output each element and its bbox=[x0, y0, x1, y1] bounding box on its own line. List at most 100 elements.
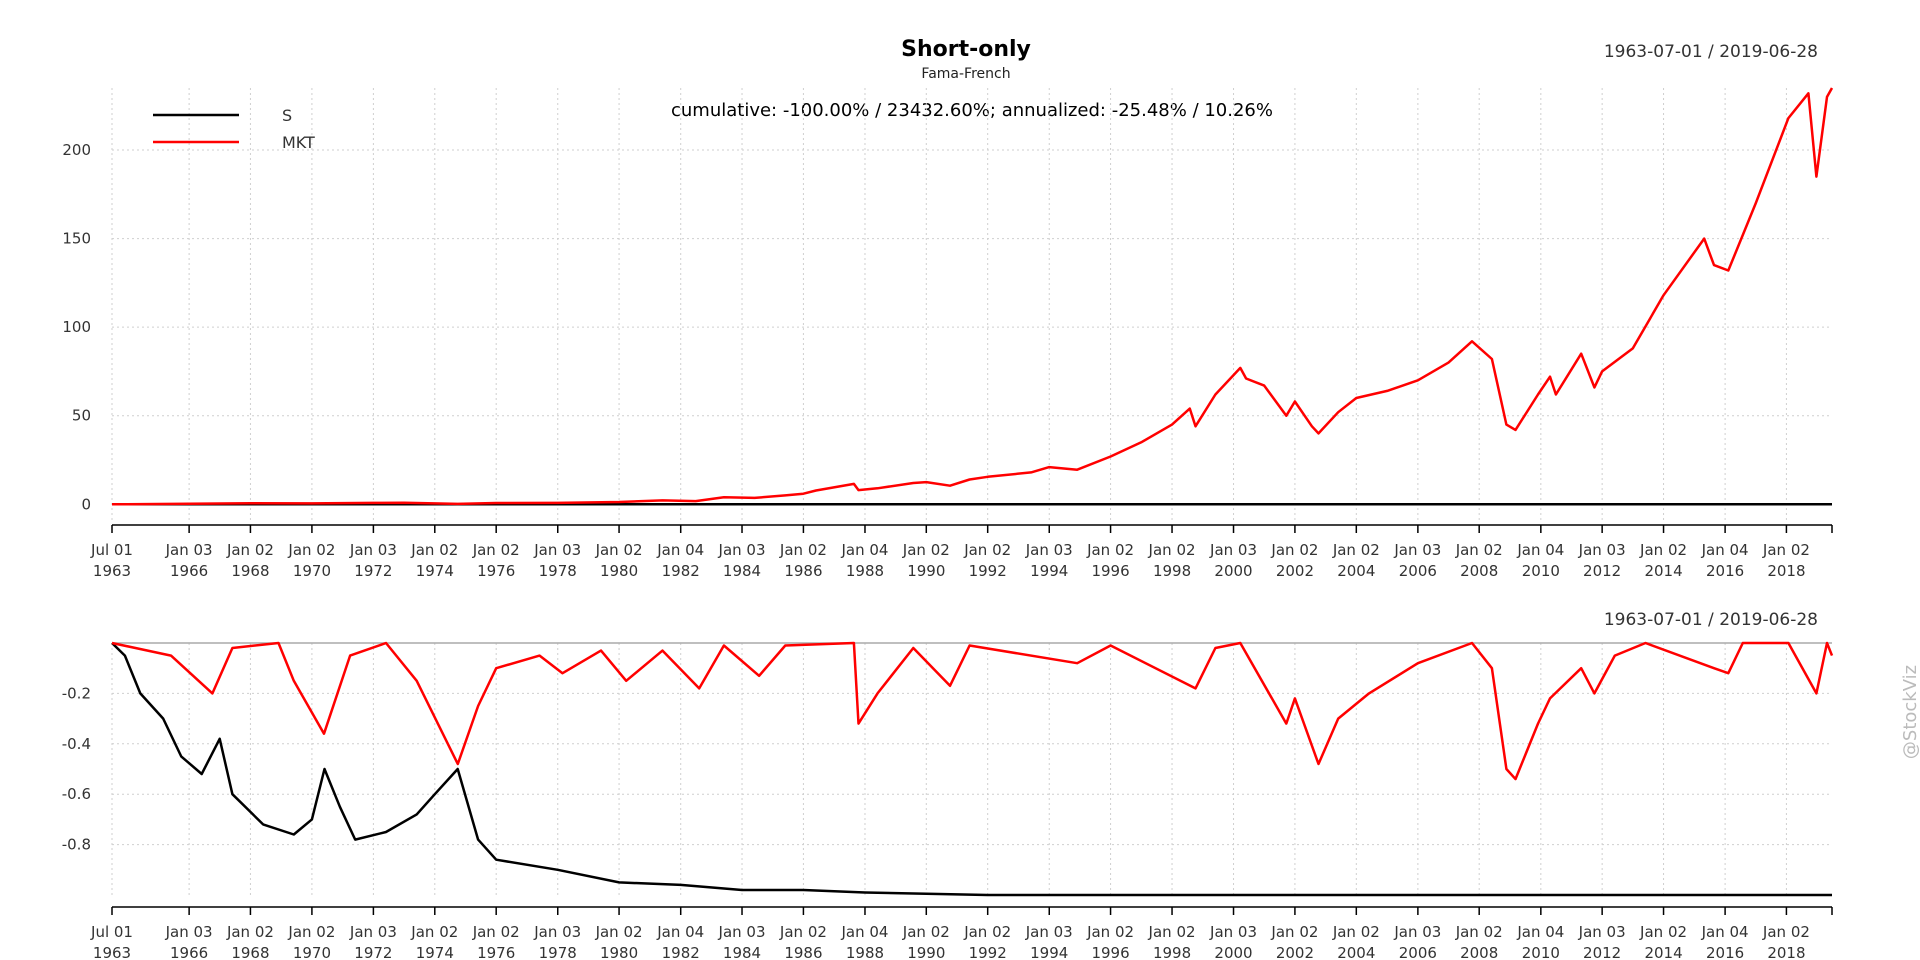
x-tick-label: Jan 04 bbox=[656, 541, 704, 559]
x-tick-year: 1986 bbox=[784, 562, 822, 580]
bottom-gridlines bbox=[111, 643, 1832, 895]
legend-label-mkt: MKT bbox=[282, 133, 315, 152]
x-tick-label: Jan 02 bbox=[1086, 923, 1134, 941]
x-tick-label: Jan 02 bbox=[1148, 923, 1196, 941]
x-tick-label: Jan 04 bbox=[840, 923, 888, 941]
x-tick-label: Jan 02 bbox=[1639, 541, 1687, 559]
y-tick-label: -0.6 bbox=[62, 785, 91, 803]
y-tick-label: -0.8 bbox=[62, 836, 91, 854]
x-tick-label: Jan 02 bbox=[1455, 923, 1503, 941]
x-tick-year: 2004 bbox=[1337, 562, 1375, 580]
y-tick-label: 150 bbox=[62, 230, 91, 248]
x-tick-year: 1990 bbox=[907, 944, 945, 960]
x-tick-year: 1963 bbox=[93, 562, 131, 580]
x-tick-year: 2010 bbox=[1522, 562, 1560, 580]
x-tick-label: Jan 02 bbox=[902, 923, 950, 941]
x-tick-label: Jan 02 bbox=[1762, 923, 1810, 941]
x-tick-label: Jan 02 bbox=[963, 923, 1011, 941]
y-tick-label: 200 bbox=[62, 141, 91, 159]
x-tick-year: 1974 bbox=[416, 562, 454, 580]
x-tick-label: Jan 02 bbox=[410, 541, 458, 559]
x-tick-label: Jan 03 bbox=[165, 541, 213, 559]
x-tick-label: Jan 04 bbox=[1516, 923, 1564, 941]
x-tick-year: 2006 bbox=[1399, 944, 1437, 960]
x-tick-year: 1982 bbox=[662, 944, 700, 960]
bottom-y-axis: -0.2 -0.4 -0.6 -0.8 bbox=[62, 684, 91, 853]
top-gridlines bbox=[111, 88, 1832, 522]
x-tick-year: 1994 bbox=[1030, 944, 1068, 960]
x-tick-year: 1972 bbox=[354, 944, 392, 960]
x-tick-label: Jul 01 bbox=[90, 923, 133, 941]
x-tick-label: Jan 04 bbox=[1701, 923, 1749, 941]
x-tick-year: 2004 bbox=[1337, 944, 1375, 960]
x-tick-year: 1980 bbox=[600, 944, 638, 960]
x-tick-year: 2012 bbox=[1583, 562, 1621, 580]
x-tick-label: Jan 02 bbox=[287, 923, 335, 941]
x-tick-label: Jan 02 bbox=[1762, 541, 1810, 559]
x-tick-label: Jan 02 bbox=[1639, 923, 1687, 941]
x-tick-label: Jan 02 bbox=[902, 541, 950, 559]
x-tick-label: Jan 03 bbox=[1025, 541, 1073, 559]
x-tick-label: Jan 02 bbox=[595, 541, 643, 559]
legend-label-s: S bbox=[282, 106, 292, 125]
y-tick-label: -0.2 bbox=[62, 684, 91, 702]
series-line-mkt bbox=[111, 87, 1834, 506]
x-tick-label: Jul 01 bbox=[90, 541, 133, 559]
x-tick-year: 1998 bbox=[1153, 562, 1191, 580]
x-tick-year: 1986 bbox=[784, 944, 822, 960]
x-tick-label: Jan 02 bbox=[1332, 541, 1380, 559]
x-tick-label: Jan 02 bbox=[1270, 923, 1318, 941]
x-tick-year: 2018 bbox=[1767, 562, 1805, 580]
x-tick-year: 1976 bbox=[477, 944, 515, 960]
x-tick-year: 2008 bbox=[1460, 944, 1498, 960]
x-tick-label: Jan 03 bbox=[533, 923, 581, 941]
x-tick-label: Jan 03 bbox=[718, 923, 766, 941]
x-tick-label: Jan 04 bbox=[656, 923, 704, 941]
x-tick-label: Jan 03 bbox=[1025, 923, 1073, 941]
x-tick-year: 2000 bbox=[1214, 562, 1252, 580]
bottom-series-group bbox=[111, 641, 1834, 897]
x-tick-label: Jan 02 bbox=[410, 923, 458, 941]
y-tick-label: 100 bbox=[62, 318, 91, 336]
x-tick-label: Jan 02 bbox=[1086, 541, 1134, 559]
x-tick-year: 2012 bbox=[1583, 944, 1621, 960]
x-tick-label: Jan 03 bbox=[533, 541, 581, 559]
x-tick-year: 1992 bbox=[969, 944, 1007, 960]
x-tick-label: Jan 03 bbox=[718, 541, 766, 559]
x-tick-year: 1998 bbox=[1153, 944, 1191, 960]
chart-title: Short-only bbox=[901, 37, 1031, 62]
x-tick-label: Jan 02 bbox=[779, 923, 827, 941]
x-tick-label: Jan 03 bbox=[1578, 541, 1626, 559]
x-tick-year: 2002 bbox=[1276, 562, 1314, 580]
x-tick-year: 1970 bbox=[293, 944, 331, 960]
x-tick-year: 1990 bbox=[907, 562, 945, 580]
x-tick-year: 2008 bbox=[1460, 562, 1498, 580]
x-tick-label: Jan 02 bbox=[595, 923, 643, 941]
x-tick-label: Jan 04 bbox=[840, 541, 888, 559]
bottom-x-axis: Jul 01 1963 Jan 03 1966 Jan 02 1968 Jan 02 1970… bbox=[90, 906, 1833, 960]
series-line-s bbox=[111, 642, 1832, 897]
top-x-axis: Jul 01 1963 Jan 03 1966 Jan 02 1968 Jan 02 1970… bbox=[90, 524, 1833, 580]
x-tick-year: 1992 bbox=[969, 562, 1007, 580]
x-tick-year: 1976 bbox=[477, 562, 515, 580]
x-tick-label: Jan 02 bbox=[1270, 541, 1318, 559]
x-tick-label: Jan 04 bbox=[1516, 541, 1564, 559]
x-tick-year: 1982 bbox=[662, 562, 700, 580]
x-tick-year: 1963 bbox=[93, 944, 131, 960]
x-tick-year: 1996 bbox=[1091, 562, 1129, 580]
series-line-mkt bbox=[111, 641, 1834, 781]
x-tick-label: Jan 03 bbox=[1578, 923, 1626, 941]
bottom-date-range: 1963-07-01 / 2019-06-28 bbox=[1604, 610, 1818, 630]
x-tick-label: Jan 03 bbox=[349, 923, 397, 941]
x-tick-year: 2010 bbox=[1522, 944, 1560, 960]
x-tick-label: Jan 02 bbox=[287, 541, 335, 559]
x-tick-label: Jan 03 bbox=[1209, 541, 1257, 559]
legend: S MKT bbox=[153, 106, 315, 152]
x-tick-label: Jan 02 bbox=[472, 541, 520, 559]
cumulative-annotation: cumulative: -100.00% / 23432.60%; annual… bbox=[671, 100, 1273, 121]
x-tick-label: Jan 02 bbox=[1332, 923, 1380, 941]
watermark: @StockViz bbox=[1900, 665, 1920, 759]
x-tick-label: Jan 03 bbox=[349, 541, 397, 559]
x-tick-year: 1980 bbox=[600, 562, 638, 580]
